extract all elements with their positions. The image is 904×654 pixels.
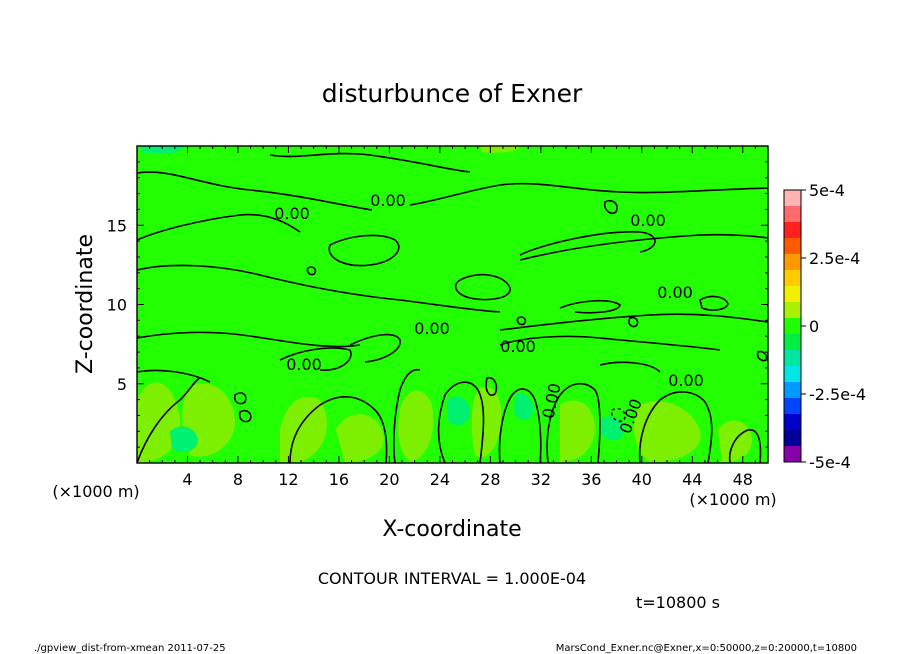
x-tick-label: 24 <box>430 470 450 489</box>
colorbar: 5e-4 2.5e-4 0 -2.5e-4 -5e-4 <box>783 181 866 472</box>
colorbar-swatch <box>784 334 801 351</box>
y-tick-label: 10 <box>107 296 127 315</box>
y-axis-title: Z-coordinate <box>73 234 98 374</box>
y-unit-label: (×1000 m) <box>52 482 139 501</box>
colorbar-swatch <box>784 222 801 239</box>
x-tick-label: 28 <box>480 470 500 489</box>
x-tick-label: 48 <box>733 470 753 489</box>
colorbar-tick-label: 0 <box>809 317 819 336</box>
x-unit-label: (×1000 m) <box>689 490 776 509</box>
contour-interval-label: CONTOUR INTERVAL = 1.000E-04 <box>318 569 586 588</box>
y-axis: 5 10 15 <box>107 161 768 448</box>
contour-label-group: 0.00 0.00 0.00 0.00 0.00 0.00 0.00 0.00 … <box>274 191 704 436</box>
contour-label: 0.00 <box>668 371 704 390</box>
contour-label: 0.00 <box>286 355 322 374</box>
colorbar-swatch <box>784 366 801 383</box>
colorbar-swatch <box>784 382 801 399</box>
x-tick-label: 32 <box>531 470 551 489</box>
footer-right: MarsCond_Exner.nc@Exner,x=0:50000,z=0:20… <box>556 643 857 654</box>
contour-label: 0.00 <box>500 337 536 356</box>
colorbar-tick-label: -2.5e-4 <box>809 385 866 404</box>
plot-area: 0.00 0.00 0.00 0.00 0.00 0.00 0.00 0.00 … <box>137 146 768 463</box>
colorbar-tick-label: 5e-4 <box>809 181 845 200</box>
colorbar-tick-label: 2.5e-4 <box>809 249 860 268</box>
contour-label: 0.00 <box>414 319 450 338</box>
colorbar-swatch <box>784 254 801 271</box>
colorbar-swatch <box>784 270 801 287</box>
x-tick-label: 40 <box>632 470 652 489</box>
x-tick-label: 20 <box>379 470 399 489</box>
contour-lines <box>137 152 768 463</box>
x-tick-label: 12 <box>278 470 298 489</box>
y-tick-label: 15 <box>107 216 127 235</box>
x-tick-label: 44 <box>682 470 702 489</box>
time-label: t=10800 s <box>636 593 720 612</box>
x-axis-title: X-coordinate <box>382 517 521 542</box>
colorbar-swatch <box>784 398 801 415</box>
contour-label: 0.00 <box>630 211 666 230</box>
colorbar-swatch <box>784 350 801 367</box>
colorbar-tick-label: -5e-4 <box>809 453 851 472</box>
contour-label: 0.00 <box>657 283 693 302</box>
colorbar-swatch <box>784 190 801 207</box>
contour-label: 0.00 <box>370 191 406 210</box>
x-tick-label: 4 <box>182 470 192 489</box>
y-tick-label: 5 <box>117 375 127 394</box>
colorbar-swatch <box>784 206 801 223</box>
x-tick-label: 36 <box>581 470 601 489</box>
colorbar-swatch <box>784 446 801 463</box>
colorbar-swatch <box>784 302 801 319</box>
x-tick-label: 16 <box>329 470 349 489</box>
footer-left: ./gpview_dist-from-xmean 2011-07-25 <box>34 643 226 654</box>
colorbar-swatch <box>784 414 801 431</box>
colorbar-swatch <box>784 318 801 335</box>
x-tick-label: 8 <box>233 470 243 489</box>
colorbar-swatch <box>784 286 801 303</box>
x-axis: 4 8 12 16 20 24 28 32 36 40 44 48 <box>149 146 756 489</box>
colorbar-swatch <box>784 430 801 447</box>
chart-title: disturbunce of Exner <box>322 79 583 108</box>
colorbar-swatch <box>784 238 801 255</box>
field-patches <box>137 146 753 463</box>
contour-label: 0.00 <box>274 204 310 223</box>
